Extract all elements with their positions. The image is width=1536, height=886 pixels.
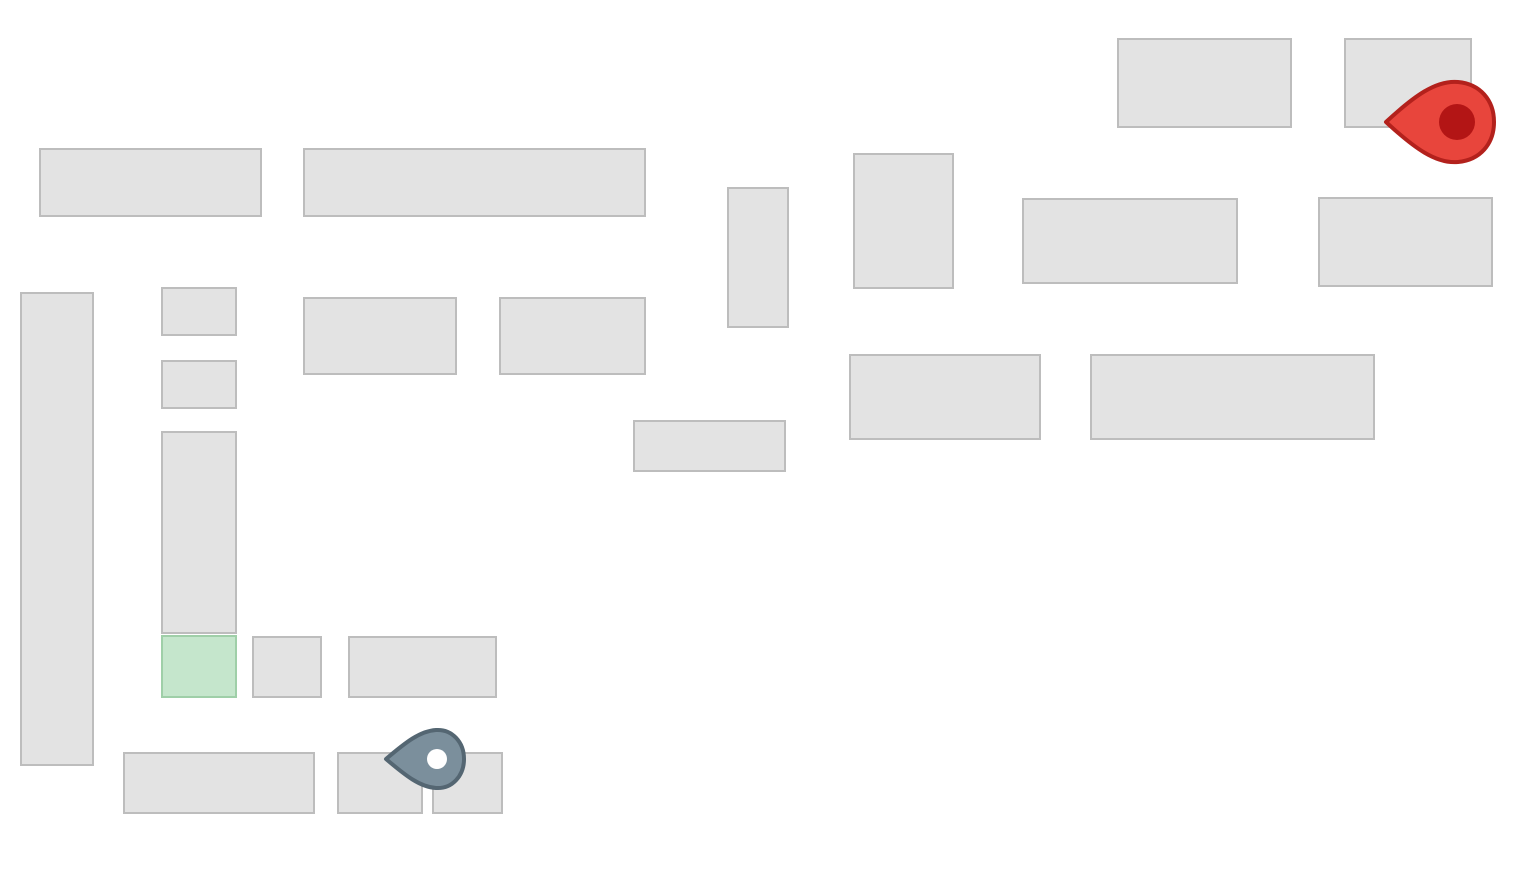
map-block xyxy=(727,187,789,328)
origin-pin-icon[interactable] xyxy=(382,726,470,794)
destination-pin-icon[interactable] xyxy=(1380,78,1500,168)
map-block xyxy=(1318,197,1493,287)
map-block xyxy=(348,636,497,698)
highlighted-map-block[interactable] xyxy=(161,635,237,698)
map-block xyxy=(853,153,954,289)
map-block xyxy=(123,752,315,814)
map-block xyxy=(161,287,237,336)
map-block xyxy=(20,292,94,766)
map-block xyxy=(161,431,237,634)
map-block xyxy=(499,297,646,375)
map-block xyxy=(1117,38,1292,128)
map-block xyxy=(303,148,646,217)
map-block xyxy=(252,636,322,698)
map-block xyxy=(1022,198,1238,284)
map-block xyxy=(1090,354,1375,440)
map-block xyxy=(303,297,457,375)
map-block xyxy=(39,148,262,217)
map-block xyxy=(161,360,237,409)
map-block xyxy=(849,354,1041,440)
map-block xyxy=(633,420,786,472)
